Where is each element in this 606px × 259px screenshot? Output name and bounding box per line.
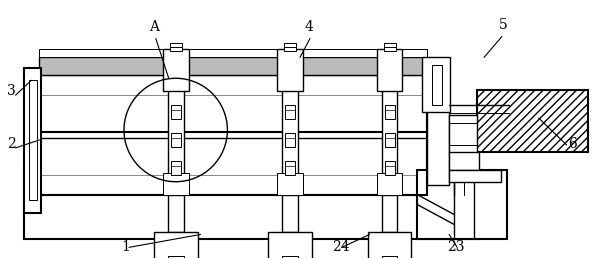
Bar <box>170 44 182 52</box>
Bar <box>376 49 402 91</box>
Bar <box>268 232 312 259</box>
Bar <box>285 105 295 119</box>
Text: 6: 6 <box>568 137 578 151</box>
Bar <box>24 170 481 239</box>
Bar <box>39 75 427 195</box>
Bar <box>449 170 501 182</box>
Bar <box>277 173 303 195</box>
Bar <box>368 232 411 259</box>
Bar <box>449 115 477 153</box>
Bar <box>24 68 41 213</box>
Bar <box>39 75 427 195</box>
Bar <box>30 80 38 200</box>
Bar <box>285 161 295 175</box>
Text: 3: 3 <box>7 84 15 98</box>
Bar <box>385 105 395 119</box>
Bar <box>384 44 396 52</box>
Bar <box>171 105 181 119</box>
Bar <box>382 195 398 232</box>
Text: 4: 4 <box>305 19 314 33</box>
Text: 2: 2 <box>7 137 15 151</box>
Bar <box>168 75 184 195</box>
Bar <box>168 256 184 259</box>
Bar <box>284 44 296 52</box>
Text: 24: 24 <box>332 240 350 254</box>
Text: 23: 23 <box>447 240 465 254</box>
Bar <box>171 133 181 147</box>
Bar <box>385 133 395 147</box>
Bar <box>277 49 303 91</box>
Text: A: A <box>149 19 159 33</box>
Text: 5: 5 <box>499 18 508 32</box>
Bar <box>168 195 184 232</box>
Bar <box>171 161 181 175</box>
Bar <box>477 90 588 152</box>
Bar <box>163 49 188 91</box>
Bar <box>432 65 442 105</box>
Bar <box>418 170 507 239</box>
Bar <box>163 173 188 195</box>
Bar <box>385 161 395 175</box>
Bar <box>285 133 295 147</box>
Bar <box>282 256 298 259</box>
Bar <box>449 152 479 170</box>
Bar <box>382 256 398 259</box>
Bar <box>39 57 427 75</box>
Bar <box>282 75 298 195</box>
Bar <box>282 195 298 232</box>
Bar <box>422 57 450 112</box>
Bar <box>382 75 398 195</box>
Bar <box>376 173 402 195</box>
Bar <box>427 85 449 185</box>
Text: 1: 1 <box>121 240 130 254</box>
Bar <box>39 49 427 57</box>
Bar <box>154 232 198 259</box>
Bar <box>41 77 425 193</box>
